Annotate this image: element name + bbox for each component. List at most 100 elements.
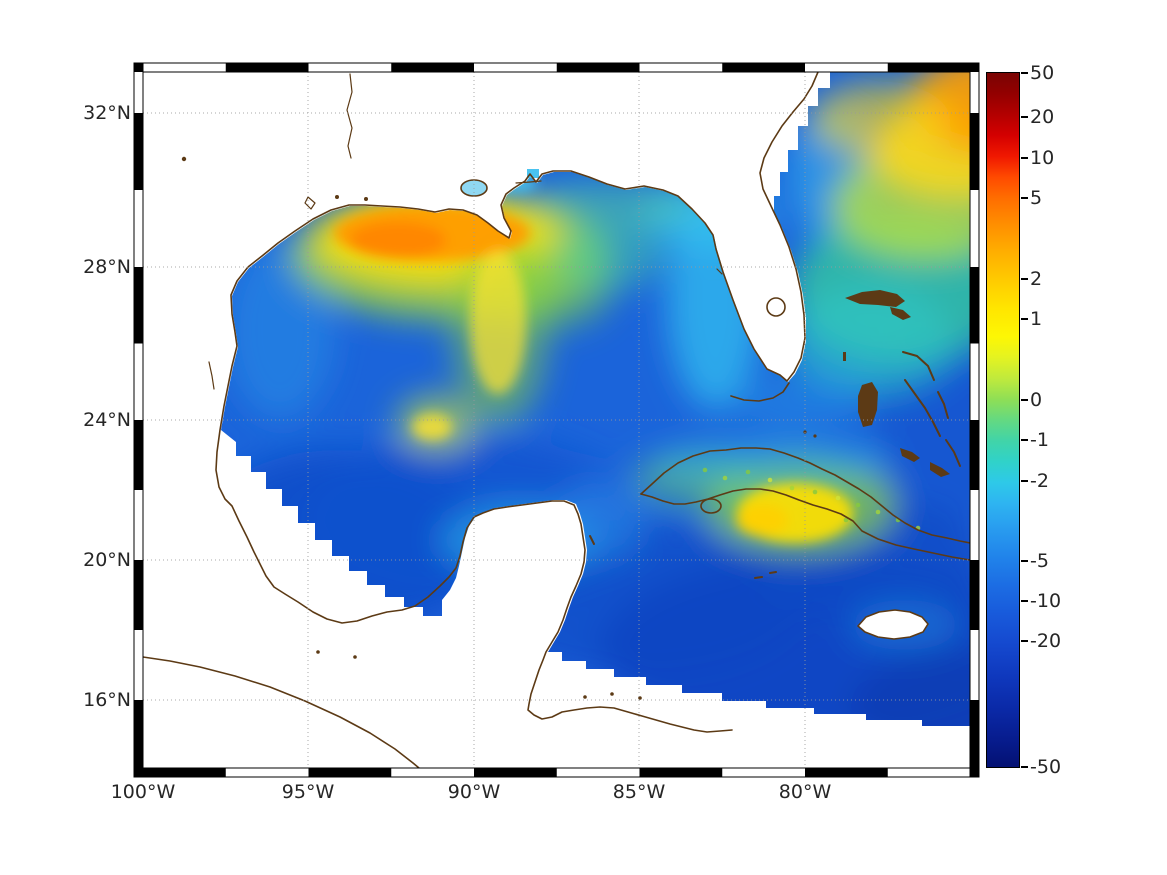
lon-tick-label: 85°W [612, 781, 666, 803]
field-speckle [843, 517, 849, 523]
map-frame-zebra [133, 62, 980, 778]
colorbar-tick [1021, 277, 1028, 280]
field-speckle [835, 495, 841, 501]
colorbar-tick-label: 5 [1030, 186, 1043, 209]
colorbar-tick-label: -20 [1030, 630, 1062, 653]
colorbar-tick-label: 50 [1030, 61, 1055, 84]
cozumel [589, 535, 595, 545]
galveston-bay [304, 196, 316, 210]
colorbar-tick-label: -1 [1030, 429, 1049, 452]
field-blob [470, 250, 526, 394]
colorbar-tick [1021, 116, 1028, 119]
coast-gulf-atlantic [215, 72, 819, 733]
field-blob [350, 222, 446, 258]
lat-tick-label: 24°N [83, 409, 131, 431]
frame-corner [970, 63, 979, 72]
frame-segment [134, 420, 143, 490]
lon-tick-label: 95°W [281, 781, 335, 803]
bahamas-chains [902, 351, 961, 467]
colorbar-tick-label: -2 [1030, 469, 1049, 492]
cayman-islands [754, 571, 777, 579]
frame-segment [556, 63, 640, 72]
colorbar-tick [1021, 479, 1028, 482]
frame-segment [722, 63, 805, 72]
colorbar-tick [1021, 318, 1028, 321]
colorbar-tick [1021, 71, 1028, 74]
colorbar-tick-label: 2 [1030, 267, 1043, 290]
frame-segment [474, 768, 557, 777]
isla-de-la-juventud [700, 498, 722, 514]
colorbar-tick-label: 0 [1030, 388, 1043, 411]
coast-pacific-mexico [143, 656, 420, 768]
colorbar [986, 72, 1020, 768]
lon-tick-label: 80°W [778, 781, 832, 803]
field-blob [785, 285, 955, 395]
frame-segment [970, 113, 979, 190]
colorbar-tick [1021, 398, 1028, 401]
field-speckle [855, 502, 861, 508]
frame-segment [134, 700, 143, 768]
lat-tick-label: 28°N [83, 256, 131, 278]
coastlines [143, 72, 970, 768]
field-speckle [875, 509, 881, 515]
colorbar-tick [1021, 599, 1028, 602]
colorbar-tick-label: 1 [1030, 308, 1043, 331]
field-blob [555, 220, 665, 290]
jamaica [857, 609, 929, 640]
frame-segment [887, 63, 970, 72]
sabine-river [346, 73, 353, 159]
colorbar-tick-label: 10 [1030, 146, 1055, 169]
frame-segment [391, 63, 474, 72]
field-blob [412, 414, 452, 440]
colorbar-tick [1021, 766, 1028, 769]
field-blob [650, 438, 890, 486]
lat-tick-label: 32°N [83, 102, 131, 124]
frame-segment [639, 768, 723, 777]
frame-corner [134, 768, 143, 777]
colorbar-tick-label: -5 [1030, 550, 1049, 573]
field-blob [810, 82, 950, 158]
mississippi-sound-islands [515, 180, 542, 184]
frame-segment [970, 560, 979, 630]
frame-segment [970, 700, 979, 768]
field-blobs-sharp [334, 171, 853, 543]
field-blob [735, 376, 865, 428]
frame-segment [308, 768, 392, 777]
lon-tick-label: 90°W [447, 781, 501, 803]
tampa-bay [716, 268, 723, 275]
colorbar-tick [1021, 156, 1028, 159]
lon-tick-label: 100°W [110, 781, 176, 803]
frame-segment [805, 768, 888, 777]
lat-tick-label: 20°N [83, 549, 131, 571]
lat-tick-label: 16°N [83, 689, 131, 711]
florida-keys [730, 382, 790, 402]
colorbar-tick [1021, 196, 1028, 199]
colorbar-tick [1021, 560, 1028, 563]
field-speckle [789, 485, 795, 491]
axes-border [142, 71, 971, 769]
frame-segment [970, 267, 979, 344]
frame-segment [225, 63, 309, 72]
colorbar-tick [1021, 439, 1028, 442]
field-speckle [745, 469, 751, 475]
coast-cuba-north [640, 447, 970, 544]
frame-corner [134, 63, 143, 72]
field-speckle [767, 477, 773, 483]
field-speckle [722, 475, 728, 481]
coast-cuba-south [640, 488, 970, 561]
lake-okeechobee [766, 297, 786, 317]
colorbar-tick-label: 20 [1030, 106, 1055, 129]
mississippi-sound-data-pixel [527, 169, 539, 178]
frame-segment [134, 113, 143, 190]
land-mask [143, 72, 970, 768]
graticule-grid [143, 72, 970, 768]
colorbar-tick-label: -10 [1030, 589, 1062, 612]
frame-segment [134, 267, 143, 344]
frame-corner [970, 768, 979, 777]
bahamas-islands [181, 156, 950, 700]
field-speckle [812, 489, 818, 495]
field-speckle [702, 467, 708, 473]
mexico-lagoon [208, 361, 215, 390]
